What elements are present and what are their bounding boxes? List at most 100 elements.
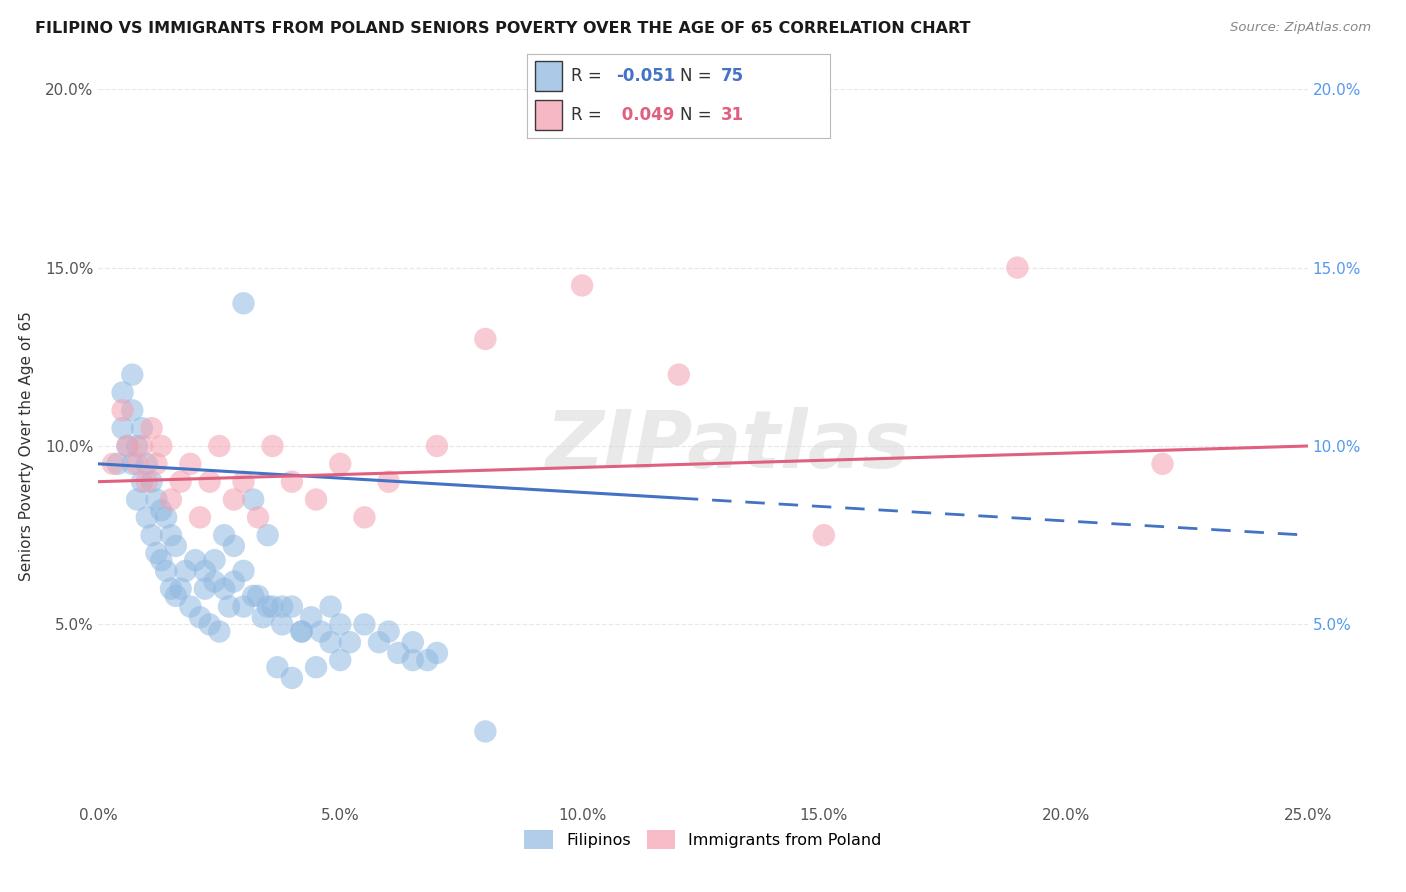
Point [232, 296, 254, 310]
Point [281, 599, 304, 614]
Point [127, 439, 149, 453]
Point [262, 599, 284, 614]
Point [387, 646, 409, 660]
Point [247, 510, 270, 524]
Point [309, 624, 332, 639]
Point [222, 492, 245, 507]
Point [204, 553, 226, 567]
Point [121, 403, 143, 417]
Point [117, 439, 139, 453]
Point [329, 617, 352, 632]
Text: 31: 31 [721, 106, 744, 124]
Point [174, 564, 197, 578]
Point [319, 599, 342, 614]
Point [145, 546, 167, 560]
Point [262, 439, 284, 453]
Point [1007, 260, 1029, 275]
Point [179, 599, 201, 614]
Point [184, 553, 207, 567]
Point [271, 617, 294, 632]
Point [299, 610, 322, 624]
Point [127, 492, 149, 507]
Point [377, 475, 399, 489]
Text: R =: R = [571, 68, 607, 86]
FancyBboxPatch shape [534, 62, 562, 91]
Point [368, 635, 391, 649]
Point [131, 439, 153, 453]
Point [319, 635, 342, 649]
Point [266, 660, 288, 674]
Point [141, 528, 163, 542]
Point [198, 475, 221, 489]
Point [218, 599, 240, 614]
Point [353, 510, 375, 524]
Point [141, 421, 163, 435]
Text: -0.051: -0.051 [616, 68, 676, 86]
Point [377, 624, 399, 639]
Point [127, 457, 149, 471]
Point [668, 368, 690, 382]
Point [212, 528, 235, 542]
Point [1152, 457, 1174, 471]
Point [402, 653, 425, 667]
Text: 0.049: 0.049 [616, 106, 675, 124]
Point [179, 457, 201, 471]
Point [232, 564, 254, 578]
Point [329, 457, 352, 471]
Point [252, 610, 274, 624]
Point [571, 278, 593, 293]
Point [474, 332, 496, 346]
Point [111, 421, 134, 435]
Text: R =: R = [571, 106, 607, 124]
Point [271, 599, 294, 614]
Point [155, 510, 177, 524]
Point [305, 660, 328, 674]
Point [111, 385, 134, 400]
Point [242, 492, 264, 507]
Point [160, 492, 183, 507]
Point [169, 582, 191, 596]
Point [145, 457, 167, 471]
Y-axis label: Seniors Poverty Over the Age of 65: Seniors Poverty Over the Age of 65 [20, 311, 34, 581]
Point [160, 528, 183, 542]
Point [101, 457, 124, 471]
Point [169, 475, 191, 489]
Text: FILIPINO VS IMMIGRANTS FROM POLAND SENIORS POVERTY OVER THE AGE OF 65 CORRELATIO: FILIPINO VS IMMIGRANTS FROM POLAND SENIO… [35, 21, 970, 36]
Point [212, 582, 235, 596]
Point [208, 439, 231, 453]
Point [111, 403, 134, 417]
Point [121, 368, 143, 382]
Point [141, 475, 163, 489]
Point [188, 610, 211, 624]
Text: Source: ZipAtlas.com: Source: ZipAtlas.com [1230, 21, 1371, 34]
Point [232, 599, 254, 614]
Point [256, 599, 278, 614]
Point [222, 539, 245, 553]
Point [194, 564, 217, 578]
Point [813, 528, 835, 542]
Point [135, 475, 157, 489]
Point [426, 439, 449, 453]
Point [121, 457, 143, 471]
Point [131, 421, 153, 435]
Text: ZIPatlas: ZIPatlas [544, 407, 910, 485]
Point [150, 553, 173, 567]
Legend: Filipinos, Immigrants from Poland: Filipinos, Immigrants from Poland [517, 823, 889, 855]
Point [256, 528, 278, 542]
Point [204, 574, 226, 589]
Point [305, 492, 328, 507]
Point [208, 624, 231, 639]
Text: N =: N = [681, 68, 717, 86]
Point [145, 492, 167, 507]
Point [160, 582, 183, 596]
Point [155, 564, 177, 578]
Point [135, 510, 157, 524]
Point [290, 624, 312, 639]
Point [416, 653, 439, 667]
Point [281, 671, 304, 685]
Point [107, 457, 129, 471]
Point [281, 475, 304, 489]
Point [194, 582, 217, 596]
Point [426, 646, 449, 660]
Point [247, 589, 270, 603]
